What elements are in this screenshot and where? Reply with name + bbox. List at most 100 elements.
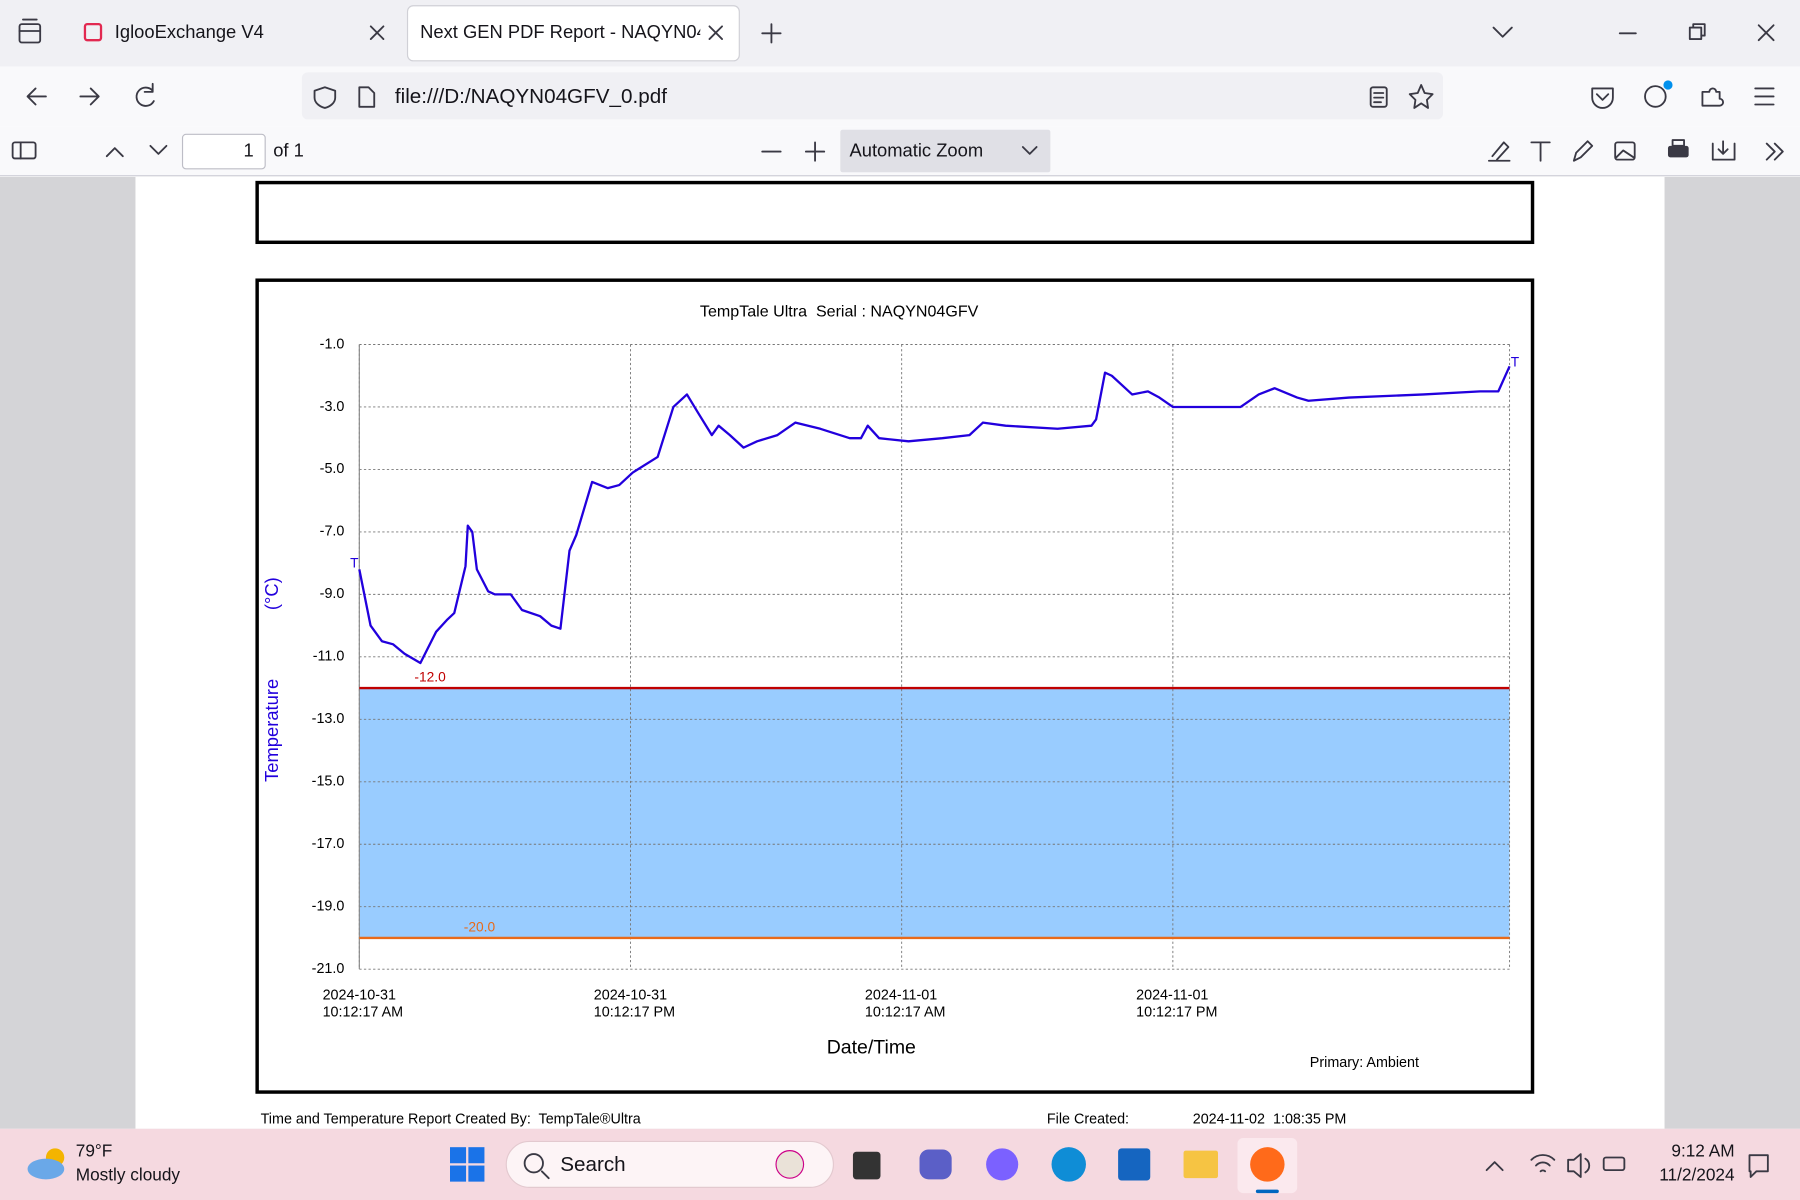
taskbar	[0, 1128, 1800, 1200]
tab-close[interactable]	[369, 25, 385, 40]
app-task-view[interactable]	[852, 1151, 881, 1180]
volume[interactable]	[1567, 1153, 1591, 1178]
y-tick-label: -21.0	[312, 961, 345, 977]
y-tick-label: -1.0	[320, 336, 345, 352]
active-indicator	[1255, 1189, 1279, 1194]
y-tick-label: -3.0	[320, 399, 345, 415]
weather-text[interactable]: Mostly cloudy	[76, 1164, 181, 1184]
icon	[18, 18, 42, 32]
start-button[interactable]	[450, 1147, 485, 1182]
icon	[1671, 139, 1685, 147]
clock-date[interactable]: 11/2/2024	[1659, 1164, 1735, 1184]
next-page[interactable]	[149, 144, 168, 155]
tab[interactable]: IglooExchange V4	[66, 6, 400, 60]
url[interactable]: file:///D:/NAQYN04GFV_0.pdf	[395, 85, 667, 108]
icon	[1667, 145, 1689, 158]
more-tools[interactable]	[1765, 142, 1784, 161]
footer-file-created-label: File Created:	[1047, 1111, 1129, 1127]
zoom-caret	[1021, 146, 1038, 155]
page-number[interactable]: 1	[243, 139, 253, 160]
search-box[interactable]	[505, 1140, 834, 1188]
new-tab[interactable]	[761, 23, 782, 44]
zoom-value[interactable]: Automatic Zoom	[849, 139, 983, 160]
x-tick-label: 10:12:17 PM	[1136, 1005, 1217, 1021]
y-tick-label: -15.0	[312, 774, 345, 790]
x-axis-label: Date/Time	[827, 1037, 916, 1059]
app-edge[interactable]	[1051, 1147, 1086, 1182]
app-store[interactable]	[1118, 1148, 1151, 1181]
close-window[interactable]	[1757, 24, 1775, 42]
tab-bg	[406, 5, 740, 62]
reader-view[interactable]	[1369, 86, 1388, 108]
legend: Primary: Ambient	[1310, 1055, 1419, 1071]
icon	[1644, 85, 1667, 108]
url-bar[interactable]	[301, 72, 1443, 120]
notifications[interactable]	[1748, 1154, 1769, 1178]
tile	[450, 1147, 467, 1164]
list-all-tabs[interactable]	[1492, 26, 1513, 38]
y-axis-label: Temperature	[261, 679, 282, 782]
icon	[1688, 26, 1703, 40]
icon	[1692, 23, 1706, 37]
zoom-select[interactable]	[840, 129, 1051, 173]
print[interactable]	[1667, 139, 1689, 158]
icon	[1373, 92, 1385, 104]
wifi[interactable]	[1530, 1154, 1556, 1173]
text-tool[interactable]	[1530, 141, 1551, 162]
app-copilot[interactable]	[986, 1148, 1019, 1181]
draw[interactable]	[1572, 140, 1594, 162]
account[interactable]	[1644, 80, 1673, 108]
battery[interactable]	[1602, 1156, 1626, 1172]
weather-temp[interactable]: 79°F	[76, 1140, 113, 1160]
sidebar-toggle[interactable]	[11, 141, 37, 160]
page-count: of 1	[273, 139, 304, 160]
search-icon	[540, 1170, 550, 1180]
bookmark[interactable]	[1408, 84, 1434, 109]
app-firefox	[1250, 1147, 1285, 1182]
cloud	[27, 1158, 65, 1180]
x-tick-label: 10:12:17 PM	[594, 1005, 675, 1021]
y-axis-unit: (°C)	[261, 577, 282, 610]
pdf-page	[135, 176, 1665, 1129]
clock-time[interactable]: 9:12 AM	[1671, 1140, 1734, 1160]
back[interactable]	[26, 87, 47, 106]
x-tick-label: 2024-11-01	[865, 987, 937, 1003]
restore[interactable]	[1688, 23, 1706, 40]
y-tick-label: -5.0	[320, 461, 345, 477]
icon	[1614, 141, 1636, 161]
zoom-in[interactable]	[804, 141, 826, 162]
extensions[interactable]	[1701, 87, 1724, 107]
pocket[interactable]	[1591, 87, 1614, 109]
app-teams[interactable]	[919, 1149, 952, 1180]
y-tick-label: -11.0	[313, 649, 345, 665]
prev-page[interactable]	[105, 147, 124, 158]
search-placeholder[interactable]: Search	[560, 1153, 625, 1176]
tab-list-button[interactable]	[18, 18, 42, 44]
tab-active[interactable]: Next GEN PDF Report - NAQYN04GFV_0.pdf	[406, 5, 797, 62]
report-box	[255, 180, 1535, 245]
page-input[interactable]	[181, 133, 266, 170]
highlight[interactable]	[1487, 141, 1511, 162]
footer-created-by: Time and Temperature Report Created By: …	[261, 1111, 641, 1127]
menu[interactable]	[1754, 87, 1775, 106]
x-tick-label: 2024-11-01	[1136, 987, 1208, 1003]
reload[interactable]	[135, 82, 155, 107]
app-explorer[interactable]	[1183, 1150, 1218, 1179]
forward[interactable]	[79, 87, 100, 106]
tray-overflow[interactable]	[1485, 1161, 1504, 1172]
limit-label: -12.0	[414, 669, 446, 684]
icon	[1615, 149, 1635, 159]
image-tool[interactable]	[1614, 141, 1636, 161]
page-icon	[358, 86, 376, 108]
limit-band	[359, 688, 1510, 938]
annotation: T	[1511, 355, 1520, 370]
icon	[11, 141, 37, 160]
save[interactable]	[1711, 140, 1736, 161]
search-icon	[523, 1153, 544, 1174]
weather-icon[interactable]	[27, 1148, 65, 1180]
tab-close[interactable]	[708, 25, 723, 40]
annotation: T	[350, 555, 359, 570]
shield-icon[interactable]	[313, 86, 337, 109]
